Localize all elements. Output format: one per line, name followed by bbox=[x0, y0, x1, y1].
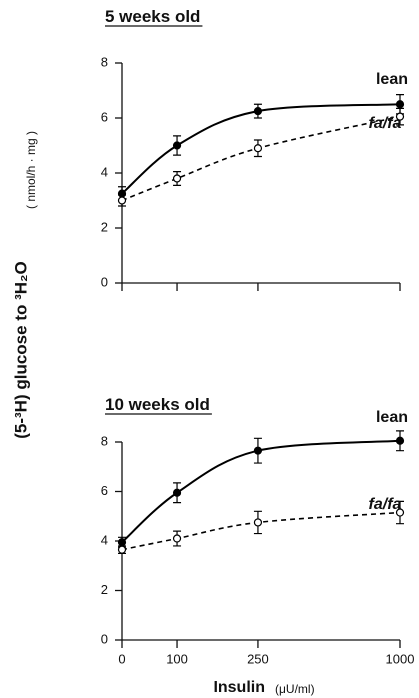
y-axis-unit: ( nmol/h · mg ) bbox=[24, 131, 38, 209]
data-point bbox=[172, 534, 182, 543]
y-tick-label: 2 bbox=[101, 219, 108, 234]
series-line bbox=[121, 511, 401, 551]
y-axis-label: (5-³H) glucose to ³H₂O bbox=[11, 261, 30, 439]
data-point bbox=[395, 100, 405, 109]
data-point bbox=[395, 508, 405, 517]
data-point bbox=[253, 107, 263, 116]
y-tick-label: 2 bbox=[101, 582, 108, 597]
y-tick-label: 6 bbox=[101, 109, 108, 124]
x-tick-label: 1000 bbox=[386, 651, 415, 666]
data-point bbox=[117, 196, 127, 205]
data-point bbox=[395, 436, 405, 445]
data-point bbox=[172, 174, 182, 183]
series-line bbox=[121, 103, 401, 195]
x-tick-label: 100 bbox=[166, 651, 188, 666]
y-tick-label: 4 bbox=[101, 532, 108, 547]
data-point bbox=[172, 141, 182, 150]
panel-title: 5 weeks old bbox=[105, 7, 200, 26]
x-tick-label: 0 bbox=[118, 651, 125, 666]
x-tick-label: 250 bbox=[247, 651, 269, 666]
y-tick-label: 8 bbox=[101, 433, 108, 448]
data-point bbox=[117, 538, 127, 547]
series-label: lean bbox=[376, 409, 408, 426]
series-label: lean bbox=[376, 71, 408, 88]
y-tick-label: 8 bbox=[101, 54, 108, 69]
series-label: fa/fa bbox=[369, 115, 402, 132]
data-point bbox=[253, 144, 263, 153]
data-point bbox=[395, 112, 405, 121]
data-point bbox=[117, 545, 127, 554]
data-point bbox=[172, 488, 182, 497]
data-point bbox=[253, 446, 263, 455]
y-tick-label: 0 bbox=[101, 274, 108, 289]
y-tick-label: 6 bbox=[101, 483, 108, 498]
data-point bbox=[253, 518, 263, 527]
y-tick-label: 0 bbox=[101, 631, 108, 646]
series-line bbox=[121, 115, 401, 202]
x-axis-label: Insulin bbox=[213, 679, 265, 696]
series-line bbox=[121, 439, 401, 543]
series-label: fa/fa bbox=[369, 496, 402, 513]
panel-title: 10 weeks old bbox=[105, 395, 210, 414]
y-tick-label: 4 bbox=[101, 164, 108, 179]
x-axis-unit: (μU/ml) bbox=[275, 682, 315, 696]
